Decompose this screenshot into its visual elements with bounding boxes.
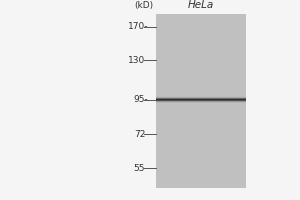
Text: (kD): (kD) — [134, 1, 153, 10]
Text: 130-: 130- — [128, 56, 148, 65]
Bar — [156, 14, 246, 188]
Text: 95-: 95- — [134, 95, 148, 104]
Text: 170-: 170- — [128, 22, 148, 31]
Text: 72-: 72- — [134, 130, 148, 139]
Text: HeLa: HeLa — [188, 0, 214, 10]
Text: 55-: 55- — [134, 164, 148, 173]
